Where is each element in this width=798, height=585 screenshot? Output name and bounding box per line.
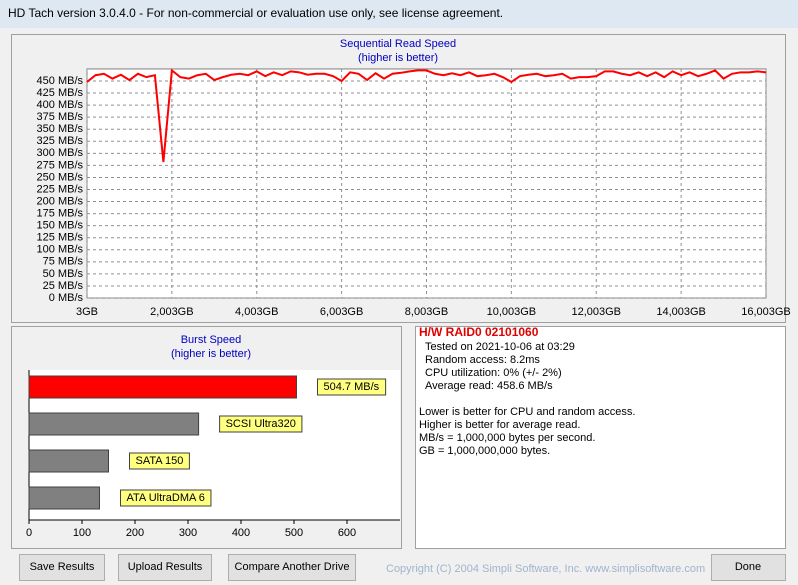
y-tick-label: 225 MB/s xyxy=(37,183,84,195)
drive-name: H/W RAID0 02101060 xyxy=(419,325,539,339)
info-panel xyxy=(415,326,786,549)
chart-subtitle: (higher is better) xyxy=(358,52,438,64)
bar-label: SATA 150 xyxy=(136,455,184,467)
x-tick-label: 4,003GB xyxy=(235,306,278,318)
y-tick-label: 375 MB/s xyxy=(37,111,84,123)
detail: Average read: 458.6 MB/s xyxy=(425,380,553,392)
button-label[interactable]: Done xyxy=(735,561,761,573)
note: Higher is better for average read. xyxy=(419,419,580,431)
y-tick-label: 175 MB/s xyxy=(37,208,84,220)
detail: CPU utilization: 0% (+/- 2%) xyxy=(425,367,562,379)
y-tick-label: 450 MB/s xyxy=(37,75,84,87)
chart-subtitle: (higher is better) xyxy=(171,348,251,360)
x-tick-label: 12,003GB xyxy=(571,306,621,318)
y-tick-label: 250 MB/s xyxy=(37,171,84,183)
button[interactable]: Save Results xyxy=(19,554,105,581)
note: MB/s = 1,000,000 bytes per second. xyxy=(419,432,595,444)
data-line xyxy=(86,68,767,163)
title-bar xyxy=(0,0,798,28)
button-label[interactable]: Upload Results xyxy=(128,561,203,573)
button[interactable]: Upload Results xyxy=(118,554,212,581)
y-tick-label: 125 MB/s xyxy=(37,232,84,244)
x-tick-label: 6,003GB xyxy=(320,306,363,318)
detail: Random access: 8.2ms xyxy=(425,354,540,366)
note: GB = 1,000,000,000 bytes. xyxy=(419,445,550,457)
y-tick-label: 50 MB/s xyxy=(43,268,84,280)
x-tick-label: 200 xyxy=(126,527,144,539)
x-tick-label: 2,003GB xyxy=(150,306,193,318)
bar xyxy=(28,449,109,473)
label-box xyxy=(119,489,212,507)
bar-label: ATA UltraDMA 6 xyxy=(126,492,204,504)
y-tick-label: 75 MB/s xyxy=(43,256,84,268)
window-title: HD Tach version 3.0.4.0 - For non-commer… xyxy=(8,6,503,20)
button-face[interactable] xyxy=(19,554,105,581)
x-tick-label: 300 xyxy=(179,527,197,539)
label-box xyxy=(316,378,387,396)
chart-title: Burst Speed xyxy=(181,334,242,346)
button[interactable]: Compare Another Drive xyxy=(228,554,356,581)
label-box xyxy=(129,452,190,470)
x-tick-label: 400 xyxy=(232,527,250,539)
copyright: Copyright (C) 2004 Simpli Software, Inc.… xyxy=(386,563,705,575)
button-face[interactable] xyxy=(228,554,356,581)
button[interactable]: Done xyxy=(711,554,786,581)
x-tick-label: 16,003GB xyxy=(741,306,791,318)
y-tick-label: 325 MB/s xyxy=(37,135,84,147)
note: Lower is better for CPU and random acces… xyxy=(419,406,635,418)
x-tick-label: 600 xyxy=(338,527,356,539)
button-face[interactable] xyxy=(118,554,212,581)
button-face[interactable] xyxy=(711,554,786,581)
y-tick-label: 25 MB/s xyxy=(43,280,84,292)
chart-title: Sequential Read Speed xyxy=(340,38,456,50)
x-tick-label: 8,003GB xyxy=(405,306,448,318)
button-label[interactable]: Save Results xyxy=(30,561,95,573)
x-tick-label: 500 xyxy=(285,527,303,539)
y-tick-label: 150 MB/s xyxy=(37,220,84,232)
y-tick-label: 200 MB/s xyxy=(37,195,84,207)
y-tick-label: 350 MB/s xyxy=(37,123,84,135)
x-tick-label: 100 xyxy=(73,527,91,539)
y-tick-label: 275 MB/s xyxy=(37,159,84,171)
x-tick-label: 3GB xyxy=(76,306,98,318)
bar xyxy=(28,486,100,510)
label-box xyxy=(219,415,303,433)
button-label[interactable]: Compare Another Drive xyxy=(235,561,350,573)
y-tick-label: 0 MB/s xyxy=(49,292,84,304)
detail: Tested on 2021-10-06 at 03:29 xyxy=(425,341,575,353)
x-tick-label: 0 xyxy=(26,527,32,539)
y-tick-label: 100 MB/s xyxy=(37,244,84,256)
x-tick-label: 14,003GB xyxy=(656,306,706,318)
bar xyxy=(28,412,200,436)
y-tick-label: 425 MB/s xyxy=(37,87,84,99)
y-tick-label: 300 MB/s xyxy=(37,147,84,159)
x-tick-label: 10,003GB xyxy=(487,306,537,318)
bar-label: 504.7 MB/s xyxy=(323,381,379,393)
bar xyxy=(28,375,297,399)
y-tick-label: 400 MB/s xyxy=(37,99,84,111)
bar-label: SCSI Ultra320 xyxy=(226,418,296,430)
